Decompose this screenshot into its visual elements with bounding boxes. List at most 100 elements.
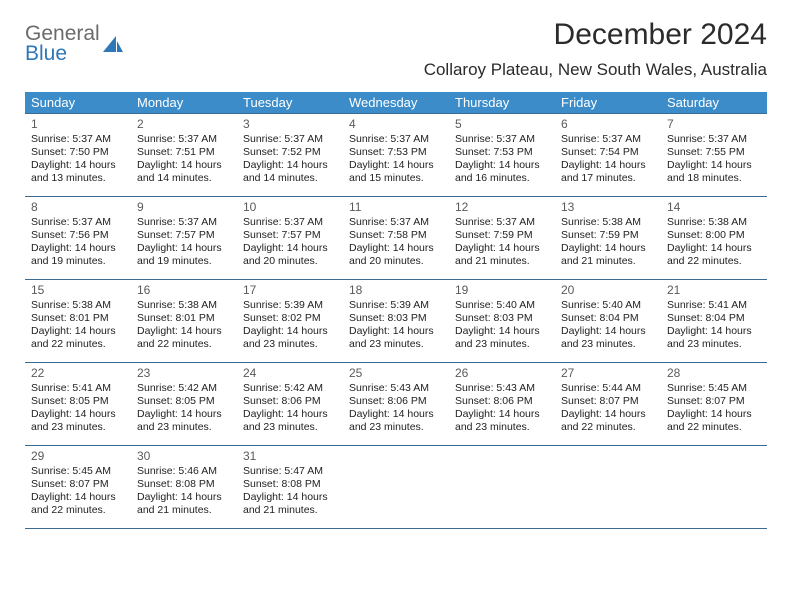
calendar-bottom-rule [25,529,767,530]
day-number: 9 [137,200,231,215]
day-number: 7 [667,117,761,132]
weekday-header: Wednesday [343,92,449,114]
day-number: 30 [137,449,231,464]
calendar-day-cell [555,446,661,529]
day-number: 3 [243,117,337,132]
sunset-line: Sunset: 8:06 PM [349,395,443,408]
daylight-line: Daylight: 14 hours and 18 minutes. [667,159,761,185]
sunset-line: Sunset: 7:57 PM [243,229,337,242]
day-number: 18 [349,283,443,298]
sunset-line: Sunset: 7:53 PM [455,146,549,159]
calendar-day-cell: 29Sunrise: 5:45 AMSunset: 8:07 PMDayligh… [25,446,131,529]
day-number: 6 [561,117,655,132]
sunrise-line: Sunrise: 5:41 AM [667,299,761,312]
sunset-line: Sunset: 7:57 PM [137,229,231,242]
sunrise-line: Sunrise: 5:37 AM [349,216,443,229]
day-number: 4 [349,117,443,132]
calendar-day-cell [661,446,767,529]
daylight-line: Daylight: 14 hours and 19 minutes. [137,242,231,268]
calendar-week-row: 15Sunrise: 5:38 AMSunset: 8:01 PMDayligh… [25,280,767,363]
day-number: 29 [31,449,125,464]
day-number: 8 [31,200,125,215]
calendar-day-cell: 25Sunrise: 5:43 AMSunset: 8:06 PMDayligh… [343,363,449,446]
daylight-line: Daylight: 14 hours and 13 minutes. [31,159,125,185]
daylight-line: Daylight: 14 hours and 23 minutes. [243,408,337,434]
weekday-header: Monday [131,92,237,114]
sunrise-line: Sunrise: 5:37 AM [455,133,549,146]
day-number: 26 [455,366,549,381]
sunrise-line: Sunrise: 5:39 AM [243,299,337,312]
sunrise-line: Sunrise: 5:40 AM [561,299,655,312]
sunset-line: Sunset: 8:07 PM [561,395,655,408]
daylight-line: Daylight: 14 hours and 16 minutes. [455,159,549,185]
daylight-line: Daylight: 14 hours and 21 minutes. [137,491,231,517]
sunrise-line: Sunrise: 5:39 AM [349,299,443,312]
daylight-line: Daylight: 14 hours and 21 minutes. [561,242,655,268]
day-number: 1 [31,117,125,132]
day-number: 16 [137,283,231,298]
sunset-line: Sunset: 8:06 PM [243,395,337,408]
sunrise-line: Sunrise: 5:37 AM [31,216,125,229]
sunrise-line: Sunrise: 5:37 AM [455,216,549,229]
calendar-day-cell: 9Sunrise: 5:37 AMSunset: 7:57 PMDaylight… [131,197,237,280]
calendar-day-cell [343,446,449,529]
weekday-header: Sunday [25,92,131,114]
daylight-line: Daylight: 14 hours and 23 minutes. [349,325,443,351]
day-number: 2 [137,117,231,132]
calendar-day-cell: 11Sunrise: 5:37 AMSunset: 7:58 PMDayligh… [343,197,449,280]
sunset-line: Sunset: 8:02 PM [243,312,337,325]
day-number: 10 [243,200,337,215]
sunset-line: Sunset: 8:01 PM [31,312,125,325]
calendar-day-cell: 12Sunrise: 5:37 AMSunset: 7:59 PMDayligh… [449,197,555,280]
sunrise-line: Sunrise: 5:47 AM [243,465,337,478]
calendar-week-row: 8Sunrise: 5:37 AMSunset: 7:56 PMDaylight… [25,197,767,280]
page-title: December 2024 [424,18,767,52]
sunset-line: Sunset: 8:04 PM [561,312,655,325]
daylight-line: Daylight: 14 hours and 15 minutes. [349,159,443,185]
sunrise-line: Sunrise: 5:37 AM [243,216,337,229]
sunset-line: Sunset: 8:06 PM [455,395,549,408]
calendar-week-row: 1Sunrise: 5:37 AMSunset: 7:50 PMDaylight… [25,114,767,197]
sunset-line: Sunset: 8:08 PM [137,478,231,491]
sunset-line: Sunset: 8:05 PM [137,395,231,408]
calendar-day-cell: 16Sunrise: 5:38 AMSunset: 8:01 PMDayligh… [131,280,237,363]
sunrise-line: Sunrise: 5:41 AM [31,382,125,395]
day-number: 5 [455,117,549,132]
calendar-week-row: 22Sunrise: 5:41 AMSunset: 8:05 PMDayligh… [25,363,767,446]
sunset-line: Sunset: 8:03 PM [455,312,549,325]
sunrise-line: Sunrise: 5:44 AM [561,382,655,395]
daylight-line: Daylight: 14 hours and 14 minutes. [137,159,231,185]
calendar-day-cell: 10Sunrise: 5:37 AMSunset: 7:57 PMDayligh… [237,197,343,280]
calendar-table: SundayMondayTuesdayWednesdayThursdayFrid… [25,92,767,529]
calendar-day-cell: 15Sunrise: 5:38 AMSunset: 8:01 PMDayligh… [25,280,131,363]
sunset-line: Sunset: 7:55 PM [667,146,761,159]
sunset-line: Sunset: 8:05 PM [31,395,125,408]
daylight-line: Daylight: 14 hours and 21 minutes. [243,491,337,517]
sunrise-line: Sunrise: 5:38 AM [561,216,655,229]
calendar-day-cell: 8Sunrise: 5:37 AMSunset: 7:56 PMDaylight… [25,197,131,280]
daylight-line: Daylight: 14 hours and 23 minutes. [137,408,231,434]
sunrise-line: Sunrise: 5:42 AM [243,382,337,395]
sunset-line: Sunset: 8:08 PM [243,478,337,491]
sunrise-line: Sunrise: 5:37 AM [243,133,337,146]
sunrise-line: Sunrise: 5:37 AM [137,216,231,229]
daylight-line: Daylight: 14 hours and 20 minutes. [349,242,443,268]
day-number: 14 [667,200,761,215]
calendar-day-cell: 13Sunrise: 5:38 AMSunset: 7:59 PMDayligh… [555,197,661,280]
weekday-header-row: SundayMondayTuesdayWednesdayThursdayFrid… [25,92,767,114]
sunrise-line: Sunrise: 5:45 AM [31,465,125,478]
sunset-line: Sunset: 8:07 PM [31,478,125,491]
daylight-line: Daylight: 14 hours and 14 minutes. [243,159,337,185]
sunset-line: Sunset: 7:51 PM [137,146,231,159]
daylight-line: Daylight: 14 hours and 19 minutes. [31,242,125,268]
calendar-day-cell: 20Sunrise: 5:40 AMSunset: 8:04 PMDayligh… [555,280,661,363]
weekday-header: Friday [555,92,661,114]
calendar-week-row: 29Sunrise: 5:45 AMSunset: 8:07 PM Dayligh… [25,446,767,529]
calendar-day-cell: 4Sunrise: 5:37 AMSunset: 7:53 PMDaylight… [343,114,449,197]
sunrise-line: Sunrise: 5:38 AM [667,216,761,229]
daylight-line: Daylight: 14 hours and 22 minutes. [561,408,655,434]
sunset-line: Sunset: 8:07 PM [667,395,761,408]
sunset-line: Sunset: 7:52 PM [243,146,337,159]
location: Collaroy Plateau, New South Wales, Austr… [424,60,767,80]
brand-word-1: General [25,24,100,44]
